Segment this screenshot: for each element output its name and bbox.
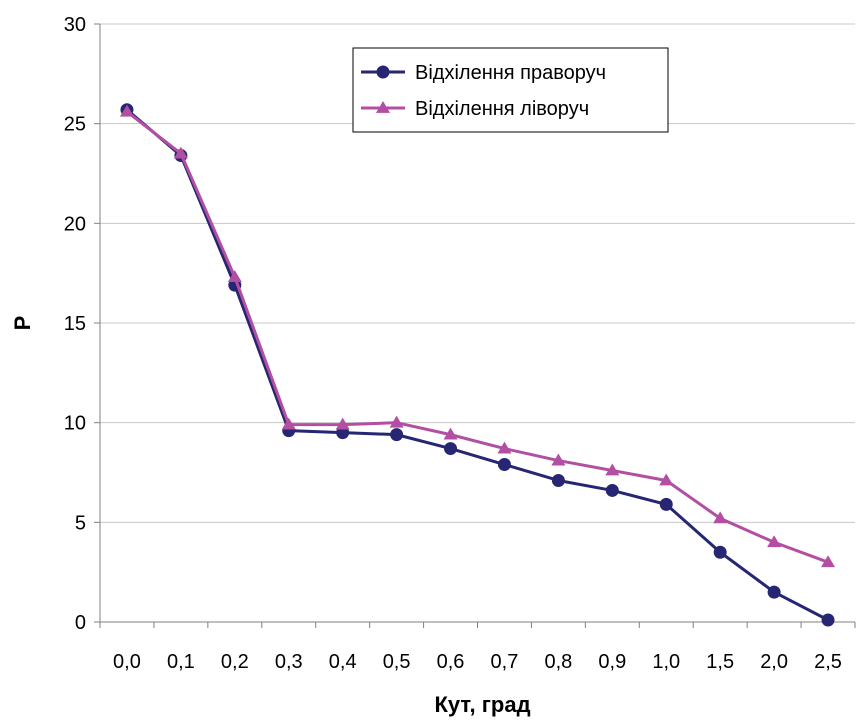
x-tick-label: 0,6 bbox=[437, 651, 465, 673]
legend: Відхілення праворуч Відхілення ліворуч bbox=[352, 47, 669, 133]
data-point bbox=[551, 453, 566, 466]
x-tick-label: 0,0 bbox=[113, 651, 141, 673]
data-point bbox=[605, 483, 619, 497]
legend-label: Відхілення ліворуч bbox=[415, 98, 589, 120]
data-point bbox=[444, 442, 458, 456]
series-1 bbox=[120, 103, 835, 627]
data-point bbox=[390, 428, 404, 442]
series-2 bbox=[119, 104, 836, 568]
y-tick-label: 25 bbox=[64, 114, 86, 136]
data-point bbox=[389, 415, 404, 428]
y-tick-label: 0 bbox=[75, 612, 86, 634]
x-tick-label: 0,9 bbox=[598, 651, 626, 673]
x-tick-label: 0,7 bbox=[491, 651, 519, 673]
data-point bbox=[376, 101, 390, 113]
x-tick-label: 1,0 bbox=[652, 651, 680, 673]
data-point bbox=[119, 104, 134, 117]
legend-item: Відхілення праворуч bbox=[361, 62, 606, 84]
series-line bbox=[126, 110, 829, 564]
data-point bbox=[659, 497, 673, 511]
y-tick-label: 5 bbox=[75, 512, 86, 534]
data-point bbox=[227, 270, 242, 283]
series-group bbox=[119, 103, 836, 627]
y-axis-title: P bbox=[10, 316, 35, 331]
data-point bbox=[497, 441, 512, 454]
series-line bbox=[125, 108, 829, 622]
data-point bbox=[713, 545, 727, 559]
y-tick-label: 20 bbox=[64, 213, 86, 235]
x-tick-label: 1,5 bbox=[706, 651, 734, 673]
data-point bbox=[335, 417, 350, 430]
x-axis-title: Кут, град bbox=[434, 692, 530, 717]
x-tick-label: 0,2 bbox=[221, 651, 249, 673]
data-point bbox=[497, 458, 511, 472]
x-tick-label: 0,5 bbox=[383, 651, 411, 673]
data-point bbox=[281, 417, 296, 430]
x-tick-label: 0,8 bbox=[544, 651, 572, 673]
data-point bbox=[443, 427, 458, 440]
y-tick-label: 30 bbox=[64, 14, 86, 36]
x-tick-label: 0,3 bbox=[275, 651, 303, 673]
data-point bbox=[551, 473, 565, 487]
y-tick-label: 10 bbox=[64, 413, 86, 435]
x-tick-label: 2,0 bbox=[760, 651, 788, 673]
y-tick-label: 15 bbox=[64, 313, 86, 335]
data-point bbox=[376, 65, 390, 79]
data-point bbox=[713, 511, 728, 524]
x-tick-label: 0,1 bbox=[167, 651, 195, 673]
x-tick-label: 0,4 bbox=[329, 651, 357, 673]
x-tick-label: 2,5 bbox=[814, 651, 842, 673]
legend-label: Відхілення праворуч bbox=[415, 62, 606, 84]
data-point bbox=[605, 463, 620, 476]
data-point bbox=[659, 473, 674, 486]
data-point bbox=[173, 146, 188, 159]
data-point bbox=[767, 585, 781, 599]
legend-item: Відхілення ліворуч bbox=[361, 98, 589, 120]
data-point bbox=[767, 535, 782, 548]
legend-box bbox=[352, 47, 669, 133]
data-point bbox=[821, 555, 836, 568]
x-axis-ticks: 0,0 0,1 0,2 0,3 0,4 0,5 0,6 0,7 0,8 0,9 1,0 1,5 2,0 2… bbox=[99, 622, 856, 673]
y-axis-ticks: 0 5 10 15 20 25 30 bbox=[64, 14, 100, 634]
data-point bbox=[821, 613, 835, 627]
